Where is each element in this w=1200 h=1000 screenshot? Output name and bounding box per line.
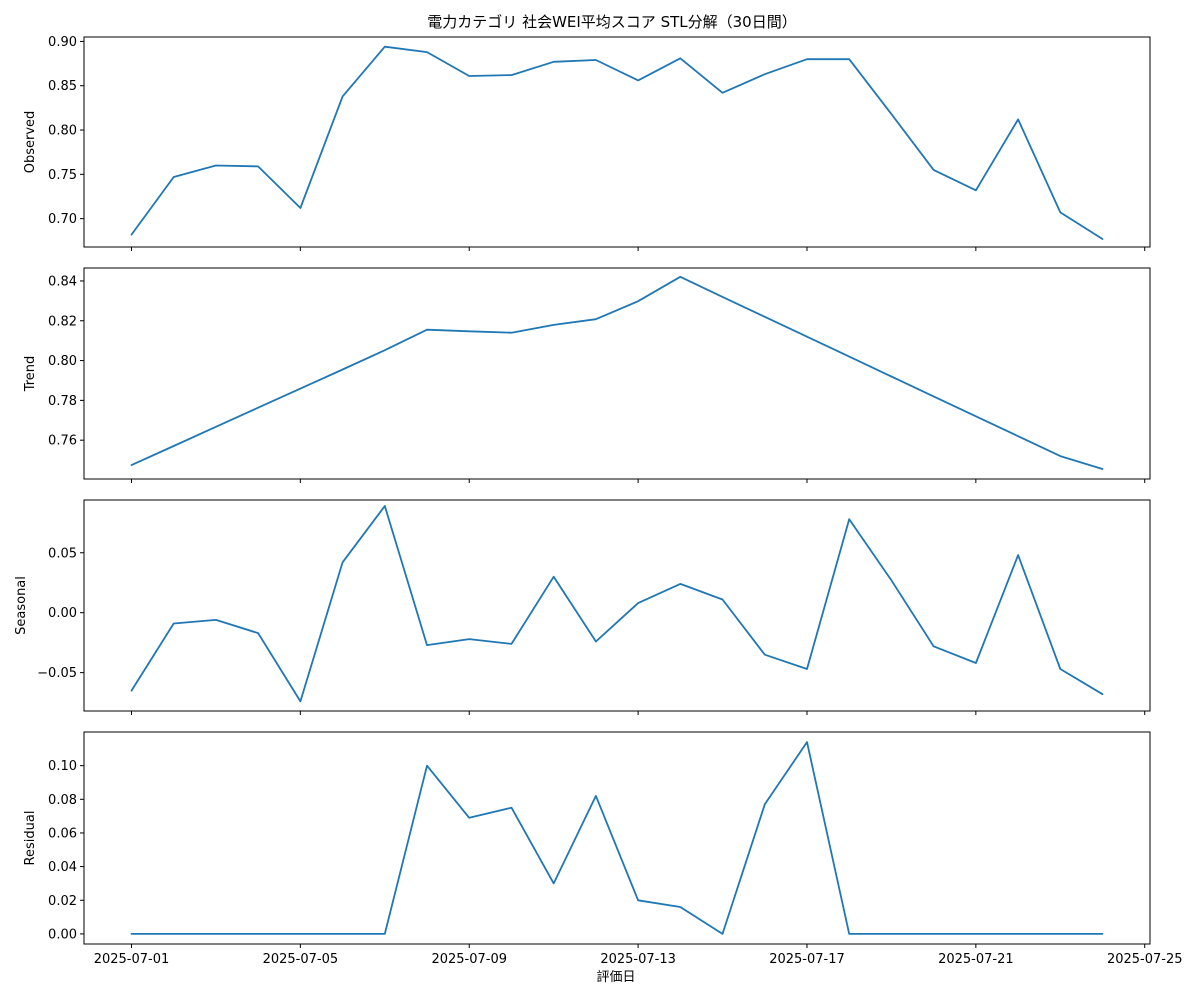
panel-residual: 0.00 0.02 0.04 0.06 0.08 0.10 2025-07-01 2025-0… bbox=[23, 731, 1183, 967]
panel-trend: 0.76 0.78 0.80 0.82 0.84 Trend bbox=[23, 267, 1151, 483]
plot-frame bbox=[83, 499, 1151, 712]
y-tick-label: 0.00 bbox=[48, 606, 77, 621]
y-axis-label: Residual bbox=[23, 811, 38, 866]
x-tick-label: 2025-07-01 bbox=[94, 952, 170, 967]
y-tick-label: 0.80 bbox=[48, 354, 77, 369]
series-line-seasonal bbox=[130, 505, 1104, 703]
chart-title: 電力カテゴリ 社会WEI平均スコア STL分解（30日間） bbox=[427, 13, 796, 31]
y-tick-label: 0.90 bbox=[48, 35, 77, 50]
y-axis-label: Trend bbox=[23, 356, 38, 393]
panel-observed: 0.70 0.75 0.80 0.85 0.90 Observed bbox=[23, 35, 1151, 251]
y-tick-label: 0.08 bbox=[48, 793, 77, 808]
y-axis-label: Seasonal bbox=[14, 576, 29, 635]
y-tick-label: 0.85 bbox=[48, 79, 77, 94]
series-line-residual bbox=[130, 741, 1104, 935]
panel-seasonal: −0.05 0.00 0.05 Seasonal bbox=[14, 499, 1151, 715]
y-axis-label: Observed bbox=[23, 111, 38, 174]
x-tick-label: 2025-07-21 bbox=[938, 952, 1014, 967]
y-tick-label: 0.10 bbox=[48, 759, 77, 774]
x-tick-label: 2025-07-09 bbox=[431, 952, 507, 967]
x-tick-label: 2025-07-05 bbox=[263, 952, 339, 967]
y-tick-label: 0.04 bbox=[48, 860, 77, 875]
y-tick-label: 0.00 bbox=[48, 927, 77, 942]
plot-frame bbox=[83, 267, 1151, 480]
plot-frame bbox=[83, 36, 1151, 248]
x-axis-label: 評価日 bbox=[596, 970, 635, 985]
y-tick-label: 0.82 bbox=[48, 314, 77, 329]
x-tick-label: 2025-07-13 bbox=[600, 952, 676, 967]
y-tick-label: 0.06 bbox=[48, 826, 77, 841]
plot-frame bbox=[83, 731, 1151, 945]
y-tick-label: 0.02 bbox=[48, 894, 77, 909]
y-tick-label: 0.05 bbox=[48, 546, 77, 561]
y-tick-label: 0.70 bbox=[48, 212, 77, 227]
y-tick-label: 0.84 bbox=[48, 274, 77, 289]
y-tick-label: −0.05 bbox=[37, 666, 77, 681]
y-tick-label: 0.78 bbox=[48, 394, 77, 409]
series-line-trend bbox=[130, 275, 1104, 470]
y-tick-label: 0.75 bbox=[48, 168, 77, 183]
x-tick-label: 2025-07-25 bbox=[1107, 952, 1183, 967]
x-tick-label: 2025-07-17 bbox=[769, 952, 845, 967]
series-line-observed bbox=[130, 45, 1104, 240]
y-tick-label: 0.80 bbox=[48, 124, 77, 139]
y-tick-label: 0.76 bbox=[48, 434, 77, 449]
